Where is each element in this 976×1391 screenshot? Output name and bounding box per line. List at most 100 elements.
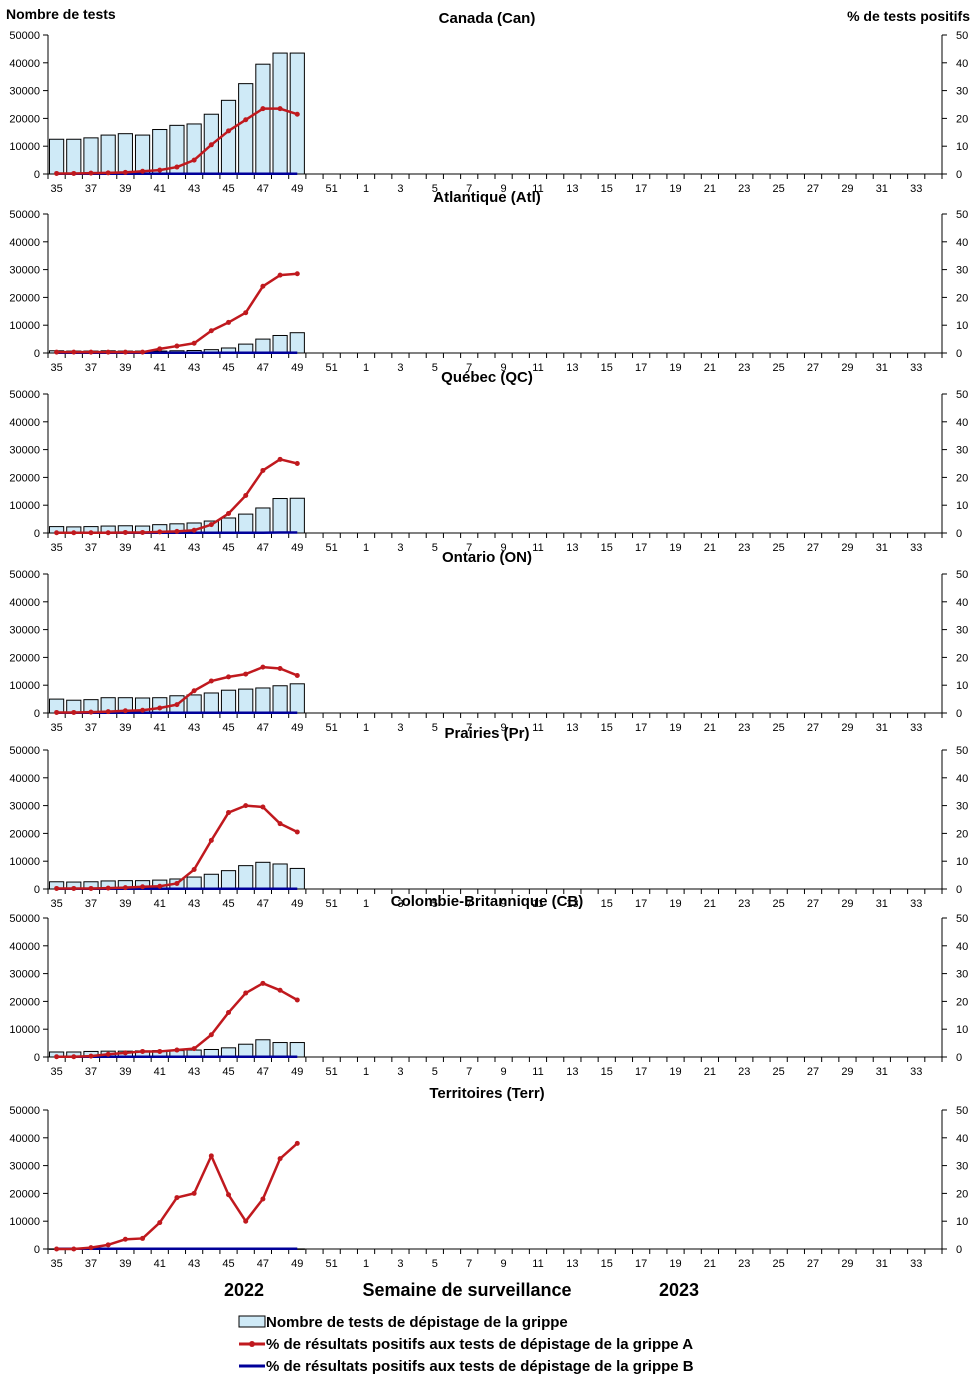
bar-tests-week-45 [220, 870, 237, 890]
x-tick-label: 7 [466, 1258, 472, 1270]
x-tick-label: 29 [841, 722, 853, 734]
point-flu-a-week-43 [191, 157, 197, 163]
x-tick-label: 23 [738, 1258, 750, 1270]
bar-tests-week-47 [255, 1039, 271, 1058]
year-label-2023: 2023 [659, 1280, 699, 1300]
x-tick-label: 47 [257, 1066, 269, 1078]
y-left-tick-label: 40000 [9, 941, 40, 953]
point-flu-a-week-48 [277, 106, 283, 112]
panel-4: Prairies (Pr) 0 10000 20000 30000 40000 50000 0… [9, 725, 968, 910]
x-tick-label: 11 [532, 183, 543, 195]
panel-title: Canada (Can) [439, 10, 536, 27]
x-tick-label: 37 [85, 1066, 97, 1078]
y-right-tick-label: 30 [956, 86, 968, 98]
y-right-tick-label: 10 [956, 856, 968, 868]
point-flu-a-week-38 [105, 530, 111, 536]
point-flu-a-week-48 [277, 1156, 283, 1162]
x-tick-label: 49 [291, 362, 303, 374]
x-tick-label: 47 [257, 1258, 269, 1270]
y-left-tick-label: 10000 [9, 141, 40, 153]
panel-5: Colombie-Britannique (CB) 0 10000 20000 3000… [9, 893, 968, 1078]
x-axis-title: Semaine de surveillance [362, 1280, 571, 1300]
x-tick-label: 19 [669, 542, 681, 554]
point-flu-a-week-35 [54, 530, 60, 536]
point-flu-a-week-40 [140, 1235, 146, 1241]
point-flu-a-week-45 [226, 1010, 232, 1016]
y-right-tick-label: 0 [956, 1052, 962, 1064]
point-flu-a-week-46 [243, 117, 249, 123]
bar-tests-week-39 [117, 133, 133, 175]
x-tick-label: 47 [257, 183, 269, 195]
x-tick-label: 21 [704, 183, 716, 195]
x-tick-label: 33 [910, 362, 922, 374]
x-tick-label: 43 [188, 722, 200, 734]
panel-title: Ontario (ON) [442, 549, 532, 566]
point-flu-a-week-39 [122, 529, 128, 535]
y-right-tick-label: 50 [956, 913, 968, 925]
point-flu-a-week-37 [88, 1245, 94, 1251]
x-tick-label: 9 [501, 1258, 507, 1270]
x-tick-label: 7 [466, 898, 472, 910]
bar-tests-week-44 [203, 873, 219, 890]
y-left-tick-label: 0 [34, 169, 40, 181]
point-flu-a-week-44 [208, 522, 214, 528]
y-left-tick-label: 0 [34, 884, 40, 896]
y-right-tick-label: 0 [956, 528, 962, 540]
point-flu-a-week-44 [208, 142, 214, 148]
x-tick-label: 33 [910, 898, 922, 910]
x-tick-label: 49 [291, 898, 303, 910]
y-right-tick-label: 40 [956, 597, 968, 609]
y-left-tick-label: 50000 [9, 209, 40, 221]
point-flu-a-week-36 [71, 1054, 77, 1060]
bar-tests-week-49 [289, 867, 305, 890]
x-tick-label: 7 [466, 542, 472, 554]
x-tick-label: 31 [876, 1066, 888, 1078]
point-flu-a-week-43 [191, 867, 197, 873]
x-tick-label: 37 [85, 898, 97, 910]
x-tick-label: 43 [188, 1066, 200, 1078]
y-left-tick-label: 50000 [9, 569, 40, 581]
x-tick-label: 45 [222, 722, 234, 734]
x-tick-label: 11 [532, 542, 543, 554]
x-tick-label: 13 [566, 898, 578, 910]
x-tick-label: 3 [397, 1258, 403, 1270]
x-tick-label: 33 [910, 722, 922, 734]
bar-tests-week-47 [255, 507, 271, 534]
bar-tests-week-41 [152, 697, 168, 714]
y-left-tick-label: 10000 [9, 500, 40, 512]
point-flu-a-week-47 [260, 804, 266, 810]
x-tick-label: 33 [910, 1066, 922, 1078]
x-tick-label: 31 [876, 722, 888, 734]
point-flu-a-week-40 [140, 1048, 146, 1054]
point-flu-a-week-42 [174, 1047, 180, 1053]
legend: Nombre de tests de dépistage de la gripp… [238, 1314, 694, 1375]
point-flu-a-week-35 [54, 1246, 60, 1252]
point-flu-a-week-43 [191, 1190, 197, 1196]
x-tick-label: 13 [566, 1258, 578, 1270]
bar-tests-week-48 [272, 498, 288, 534]
x-tick-label: 45 [222, 898, 234, 910]
y-left-tick-label: 30000 [9, 1161, 40, 1173]
x-tick-label: 17 [635, 1066, 647, 1078]
point-flu-a-week-36 [71, 885, 77, 891]
point-flu-a-week-37 [88, 709, 94, 715]
x-tick-label: 43 [188, 1258, 200, 1270]
y-right-tick-label: 0 [956, 1244, 962, 1256]
panel-title: Territoires (Terr) [429, 1085, 544, 1102]
x-tick-label: 15 [601, 898, 613, 910]
x-tick-label: 5 [432, 1258, 438, 1270]
x-tick-label: 25 [773, 1258, 785, 1270]
point-flu-a-week-47 [260, 980, 266, 986]
x-tick-label: 23 [738, 898, 750, 910]
bar-tests-week-41 [152, 129, 168, 175]
bar-tests-week-43 [186, 876, 202, 890]
x-tick-label: 41 [154, 183, 166, 195]
x-tick-label: 7 [466, 362, 472, 374]
point-flu-a-week-46 [243, 671, 249, 677]
point-flu-a-week-47 [260, 664, 266, 670]
bar-tests-week-45 [220, 99, 237, 175]
point-flu-a-week-46 [243, 990, 249, 996]
y-right-tick-label: 30 [956, 445, 968, 457]
x-tick-label: 31 [876, 898, 888, 910]
bar-tests-week-46 [238, 865, 254, 890]
